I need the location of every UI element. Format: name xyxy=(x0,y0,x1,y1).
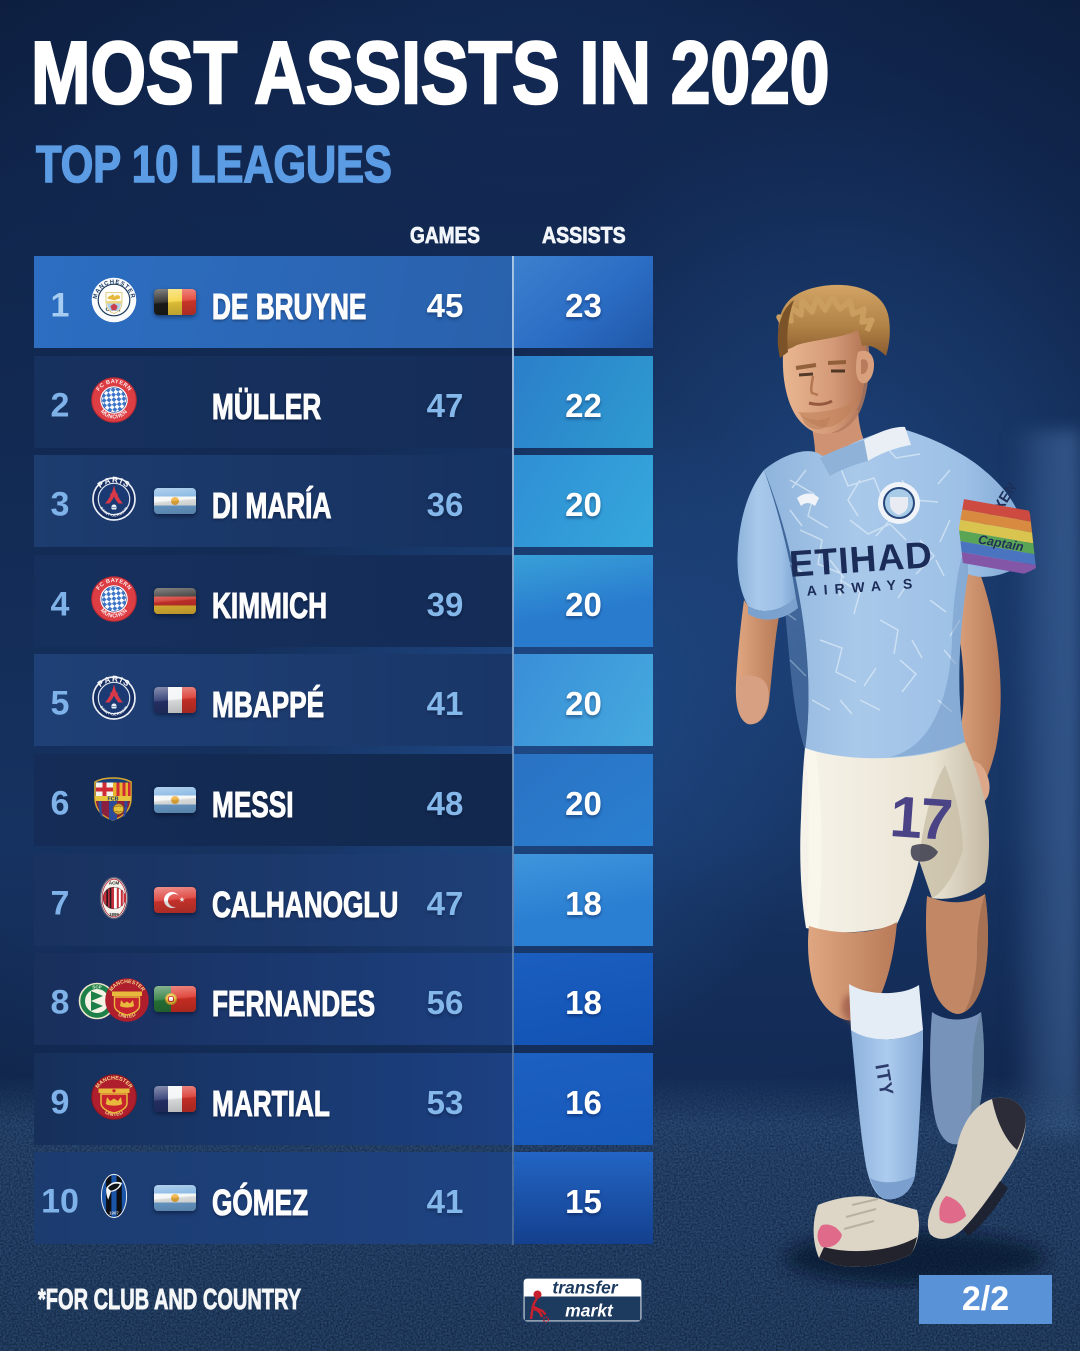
svg-text:transfer: transfer xyxy=(552,1278,618,1298)
svg-text:PARIS: PARIS xyxy=(96,476,132,490)
svg-text:AIRWAYS: AIRWAYS xyxy=(806,575,920,599)
svg-text:UNITED: UNITED xyxy=(117,1012,137,1020)
svg-text:17: 17 xyxy=(888,784,953,853)
svg-text:markt: markt xyxy=(565,1301,614,1321)
svg-text:FCB: FCB xyxy=(107,797,118,803)
svg-text:MÜNCHEN: MÜNCHEN xyxy=(99,408,129,420)
svg-text:ETIHAD: ETIHAD xyxy=(788,534,934,585)
svg-text:UNITED: UNITED xyxy=(104,1109,125,1117)
svg-text:PARIS: PARIS xyxy=(96,675,132,689)
svg-text:1907: 1907 xyxy=(109,1211,119,1216)
svg-text:1899: 1899 xyxy=(109,912,119,917)
svg-text:SCP: SCP xyxy=(92,985,101,990)
svg-text:ACM: ACM xyxy=(109,880,120,885)
svg-text:MÜNCHEN: MÜNCHEN xyxy=(99,608,129,620)
